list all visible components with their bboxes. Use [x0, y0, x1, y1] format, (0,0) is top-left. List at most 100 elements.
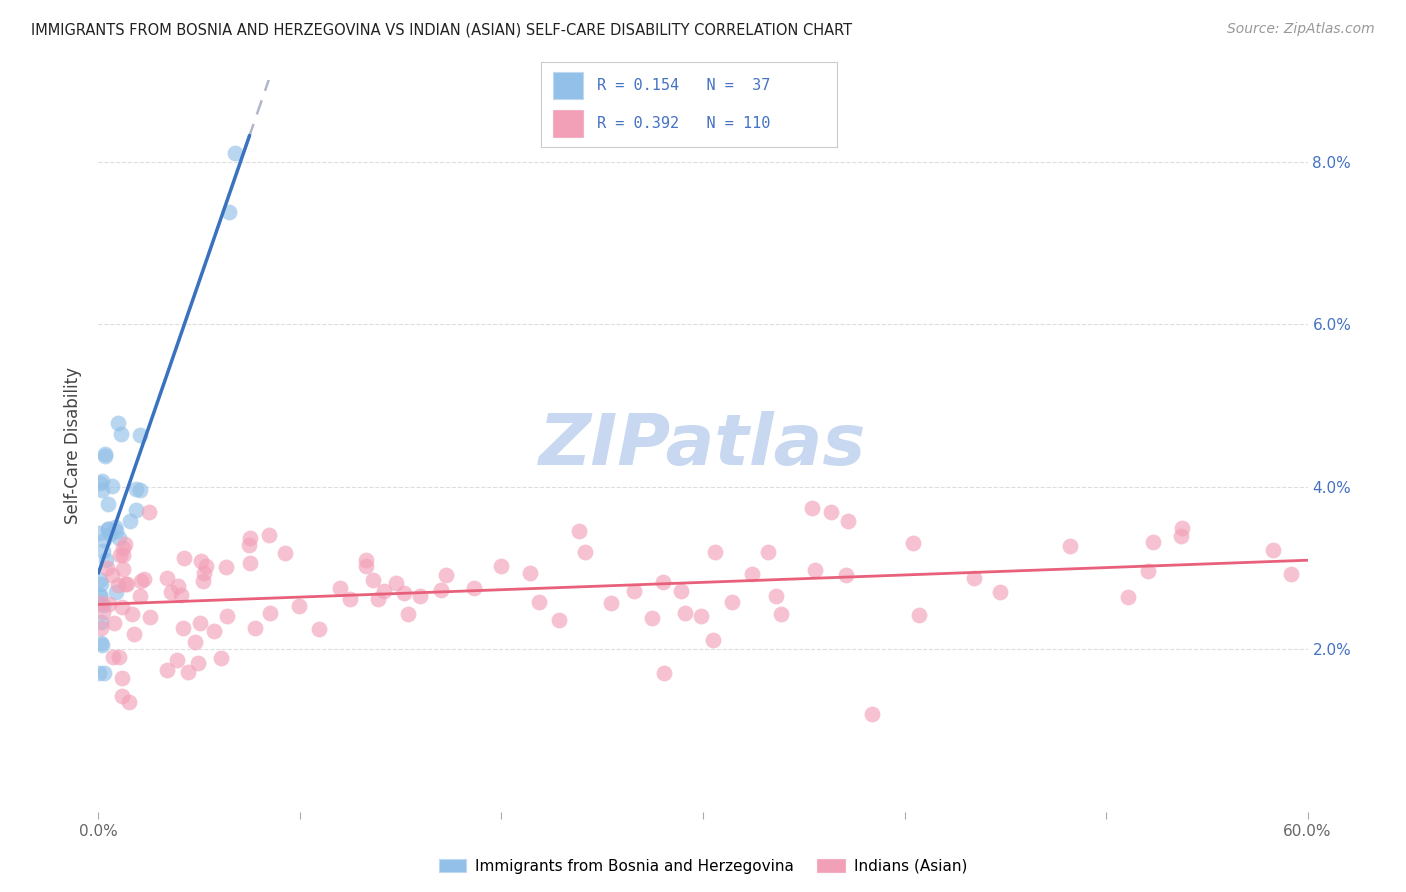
Point	[209, 651, 232, 665]
Point	[217, 608, 239, 623]
Point	[90, 474, 112, 488]
Point	[901, 536, 924, 550]
Point	[166, 579, 188, 593]
Point	[385, 576, 408, 591]
Point	[548, 613, 571, 627]
Point	[104, 519, 127, 533]
Point	[111, 600, 134, 615]
Point	[114, 537, 136, 551]
Legend: Immigrants from Bosnia and Herzegovina, Indians (Asian): Immigrants from Bosnia and Herzegovina, …	[433, 853, 973, 880]
Point	[720, 594, 742, 608]
Point	[373, 584, 395, 599]
Point	[623, 583, 645, 598]
Point	[963, 571, 986, 585]
Point	[89, 596, 111, 610]
Y-axis label: Self-Care Disability: Self-Care Disability	[65, 368, 83, 524]
Point	[860, 707, 883, 722]
Point	[96, 561, 118, 575]
Point	[101, 649, 124, 664]
Point	[111, 541, 134, 555]
Point	[89, 573, 111, 587]
Point	[837, 514, 859, 528]
Point	[187, 656, 209, 670]
Point	[803, 563, 825, 577]
Point	[90, 636, 112, 650]
Point	[191, 574, 214, 588]
Point	[91, 605, 114, 619]
Point	[238, 538, 260, 552]
Point	[367, 592, 389, 607]
Text: R = 0.392   N = 110: R = 0.392 N = 110	[598, 116, 770, 131]
Point	[156, 571, 179, 585]
Point	[111, 689, 134, 703]
Point	[118, 514, 141, 528]
Point	[195, 558, 218, 573]
Point	[704, 544, 727, 558]
Point	[600, 596, 623, 610]
Point	[988, 584, 1011, 599]
Point	[132, 572, 155, 586]
Point	[689, 609, 711, 624]
Point	[103, 616, 125, 631]
Point	[1171, 521, 1194, 535]
Point	[669, 584, 692, 599]
Point	[138, 505, 160, 519]
Point	[129, 574, 152, 588]
Point	[98, 597, 121, 611]
Point	[396, 607, 419, 621]
Point	[121, 607, 143, 622]
Point	[907, 608, 929, 623]
Point	[820, 506, 842, 520]
Text: R = 0.154   N =  37: R = 0.154 N = 37	[598, 78, 770, 93]
Point	[239, 556, 262, 570]
Point	[239, 531, 262, 545]
Point	[107, 417, 129, 431]
Point	[409, 590, 432, 604]
Point	[218, 205, 240, 219]
Point	[257, 528, 280, 542]
Point	[111, 548, 134, 562]
Point	[741, 566, 763, 581]
Point	[91, 598, 114, 612]
Point	[110, 427, 132, 442]
Point	[89, 475, 111, 490]
Point	[101, 567, 124, 582]
Point	[89, 588, 111, 602]
Point	[769, 607, 792, 622]
Point	[108, 548, 131, 562]
Point	[463, 581, 485, 595]
Point	[673, 607, 696, 621]
Point	[138, 610, 160, 624]
Point	[702, 632, 724, 647]
Point	[430, 583, 453, 598]
Point	[105, 584, 128, 599]
Point	[288, 599, 311, 613]
Point	[87, 666, 110, 681]
Point	[1059, 539, 1081, 553]
Point	[156, 663, 179, 677]
Point	[108, 649, 131, 664]
Point	[87, 525, 110, 540]
Point	[107, 578, 129, 592]
Point	[115, 577, 138, 591]
Point	[166, 653, 188, 667]
Point	[489, 559, 512, 574]
Point	[100, 527, 122, 541]
Point	[354, 558, 377, 573]
Point	[308, 622, 330, 636]
Point	[108, 532, 131, 546]
Point	[129, 427, 152, 442]
Point	[641, 611, 664, 625]
Point	[100, 478, 122, 492]
Point	[170, 588, 193, 602]
Point	[224, 145, 246, 160]
Point	[1170, 529, 1192, 543]
Point	[90, 576, 112, 591]
Point	[259, 607, 281, 621]
Point	[97, 497, 120, 511]
Point	[111, 562, 134, 576]
Point	[125, 502, 148, 516]
Point	[193, 566, 215, 580]
Point	[529, 594, 551, 608]
Point	[118, 695, 141, 709]
